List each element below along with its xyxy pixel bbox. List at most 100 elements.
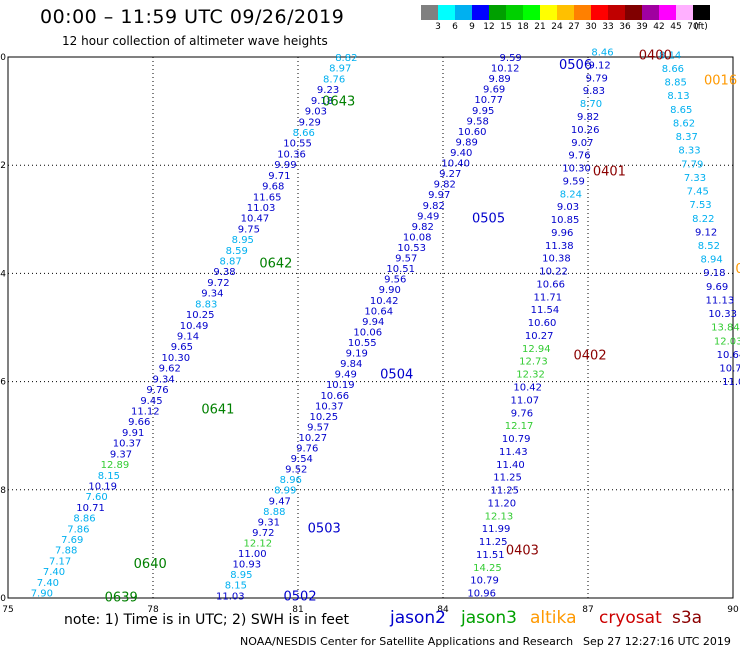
swh-point-altika: 8.85 <box>665 78 687 89</box>
chart-title: 00:00 – 11:59 UTC 09/26/2019 <box>40 6 345 28</box>
swh-point-jason3: 7.40 <box>37 578 59 589</box>
swh-point-altika: 12.03 <box>714 336 740 347</box>
swh-point-cryosat: 9.07 <box>571 138 593 149</box>
swh-point-jason3: 10.37 <box>113 439 142 450</box>
swh-point-jason3: 12.89 <box>101 460 130 471</box>
swh-point-jason2: 9.72 <box>252 528 274 539</box>
swh-point-jason3: 9.91 <box>122 428 144 439</box>
swh-point-jason3: 9.45 <box>140 396 162 407</box>
y-tick-label: -22 <box>0 161 6 171</box>
swh-point-jason2: 11.03 <box>216 591 245 602</box>
swh-point-jason3: 8.95 <box>232 235 254 246</box>
swh-point-altika: 8.14 <box>659 50 681 61</box>
chart-subtitle: 12 hour collection of altimeter wave hei… <box>62 34 328 48</box>
swh-point-jason3: 8.97 <box>329 64 351 75</box>
swh-point-jason3: 9.34 <box>153 374 175 385</box>
swh-point-jason3: 10.71 <box>76 503 105 514</box>
swh-point-cryosat: 9.82 <box>577 112 599 123</box>
time-label: 0400 <box>639 48 672 63</box>
swh-point-cryosat: 10.66 <box>536 279 565 290</box>
legend-swatch <box>438 5 455 20</box>
swh-point-jason3: 8.83 <box>195 299 217 310</box>
swh-point-cryosat: 11.51 <box>476 550 505 561</box>
swh-point-cryosat: 11.71 <box>534 292 563 303</box>
swh-point-jason3: 9.66 <box>128 417 150 428</box>
swh-point-jason2: 9.31 <box>258 517 280 528</box>
swh-point-jason2: 8.88 <box>263 507 285 518</box>
swh-point-jason3: 9.23 <box>317 85 339 96</box>
time-label: 0503 <box>308 522 341 537</box>
legend-swatch <box>540 5 557 20</box>
swh-point-cryosat: 10.30 <box>562 164 591 175</box>
swh-point-jason3: 9.62 <box>159 364 181 375</box>
time-label: 0 <box>735 262 740 277</box>
swh-point-jason2: 9.59 <box>500 53 522 64</box>
swh-point-altika: 8.94 <box>700 255 722 266</box>
swh-point-altika: 8.13 <box>667 91 689 102</box>
plot-frame <box>7 56 734 599</box>
swh-point-jason3: 11.65 <box>253 192 282 203</box>
swh-point-cryosat: 10.60 <box>528 318 557 329</box>
swh-point-cryosat: 10.79 <box>502 434 531 445</box>
swh-point-cryosat: 10.79 <box>470 576 499 587</box>
swh-point-jason3: 7.17 <box>49 556 71 567</box>
legend-swatch <box>557 5 574 20</box>
swh-point-cryosat: 10.27 <box>525 331 554 342</box>
legend-label: 39 <box>636 22 648 32</box>
legend-swatch <box>421 5 438 20</box>
swh-point-jason2: 10.77 <box>474 95 503 106</box>
swh-point-cryosat: 9.59 <box>563 176 585 187</box>
swh-point-jason2: 9.27 <box>439 169 461 180</box>
swh-point-jason2: 9.69 <box>483 85 505 96</box>
swh-point-altika: 11.00 <box>722 377 740 388</box>
swh-point-jason2: 9.97 <box>428 190 450 201</box>
footnote: note: 1) Time is in UTC; 2) SWH is in fe… <box>64 612 350 628</box>
satellite-label-jason2: jason2 <box>390 608 446 628</box>
swh-point-jason3: 9.29 <box>299 117 321 128</box>
legend-swatch <box>625 5 642 20</box>
swh-point-cryosat: 12.94 <box>522 344 551 355</box>
swh-point-jason2: 10.27 <box>298 433 327 444</box>
legend-label: 42 <box>653 22 665 32</box>
swh-point-altika: 7.79 <box>681 159 703 170</box>
legend-label: 3 <box>435 22 441 32</box>
legend-label: 30 <box>585 22 597 32</box>
swh-point-altika: 10.33 <box>708 309 737 320</box>
swh-point-jason2: 9.76 <box>296 444 318 455</box>
legend-label: 36 <box>619 22 631 32</box>
swh-point-cryosat: 10.22 <box>539 267 568 278</box>
swh-point-jason3: 10.47 <box>241 214 270 225</box>
swh-point-jason3: 9.34 <box>201 289 223 300</box>
swh-point-jason3: 9.37 <box>110 449 132 460</box>
legend-swatch <box>523 5 540 20</box>
legend-label: 24 <box>551 22 563 32</box>
swh-point-jason2: 9.82 <box>434 180 456 191</box>
y-tick-label: -20 <box>0 53 6 63</box>
swh-point-cryosat: 12.17 <box>505 421 534 432</box>
satellite-label-altika: altika <box>530 608 577 628</box>
x-tick-label: 84 <box>437 605 449 615</box>
time-label: 0502 <box>284 589 317 604</box>
swh-point-altika: 8.52 <box>698 241 720 252</box>
swh-point-jason2: 10.93 <box>233 560 262 571</box>
legend-label: 33 <box>602 22 614 32</box>
swh-point-cryosat: 9.12 <box>588 60 610 71</box>
legend-label: 9 <box>469 22 475 32</box>
swh-point-altika: 9.69 <box>706 282 728 293</box>
x-tick-label: 87 <box>582 605 593 615</box>
swh-point-cryosat: 8.24 <box>560 189 582 200</box>
swh-point-jason3: 10.49 <box>180 321 209 332</box>
time-label: 0639 <box>105 590 138 605</box>
y-tick-label: -24 <box>0 269 6 279</box>
generated-timestamp: Sep 27 12:27:16 UTC 2019 <box>583 635 731 648</box>
legend-swatch <box>506 5 523 20</box>
swh-point-jason3: 10.30 <box>161 353 190 364</box>
swh-point-jason2: 9.89 <box>456 137 478 148</box>
y-tick-label: -28 <box>0 486 6 496</box>
swh-point-jason2: 9.49 <box>335 370 357 381</box>
swh-point-jason2: 9.57 <box>395 254 417 265</box>
swh-point-jason2: 10.12 <box>491 64 520 75</box>
swh-point-altika: 13.84 <box>711 323 740 334</box>
swh-point-cryosat: 11.25 <box>493 473 522 484</box>
satellite-label-jason3: jason3 <box>461 608 517 628</box>
